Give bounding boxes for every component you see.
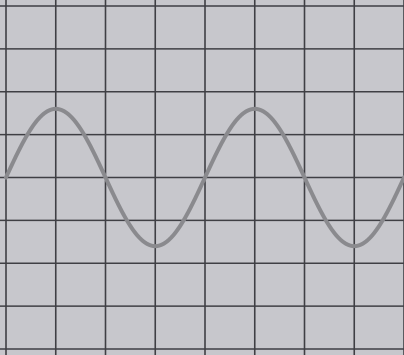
sine-wave-trace	[4, 106, 404, 249]
